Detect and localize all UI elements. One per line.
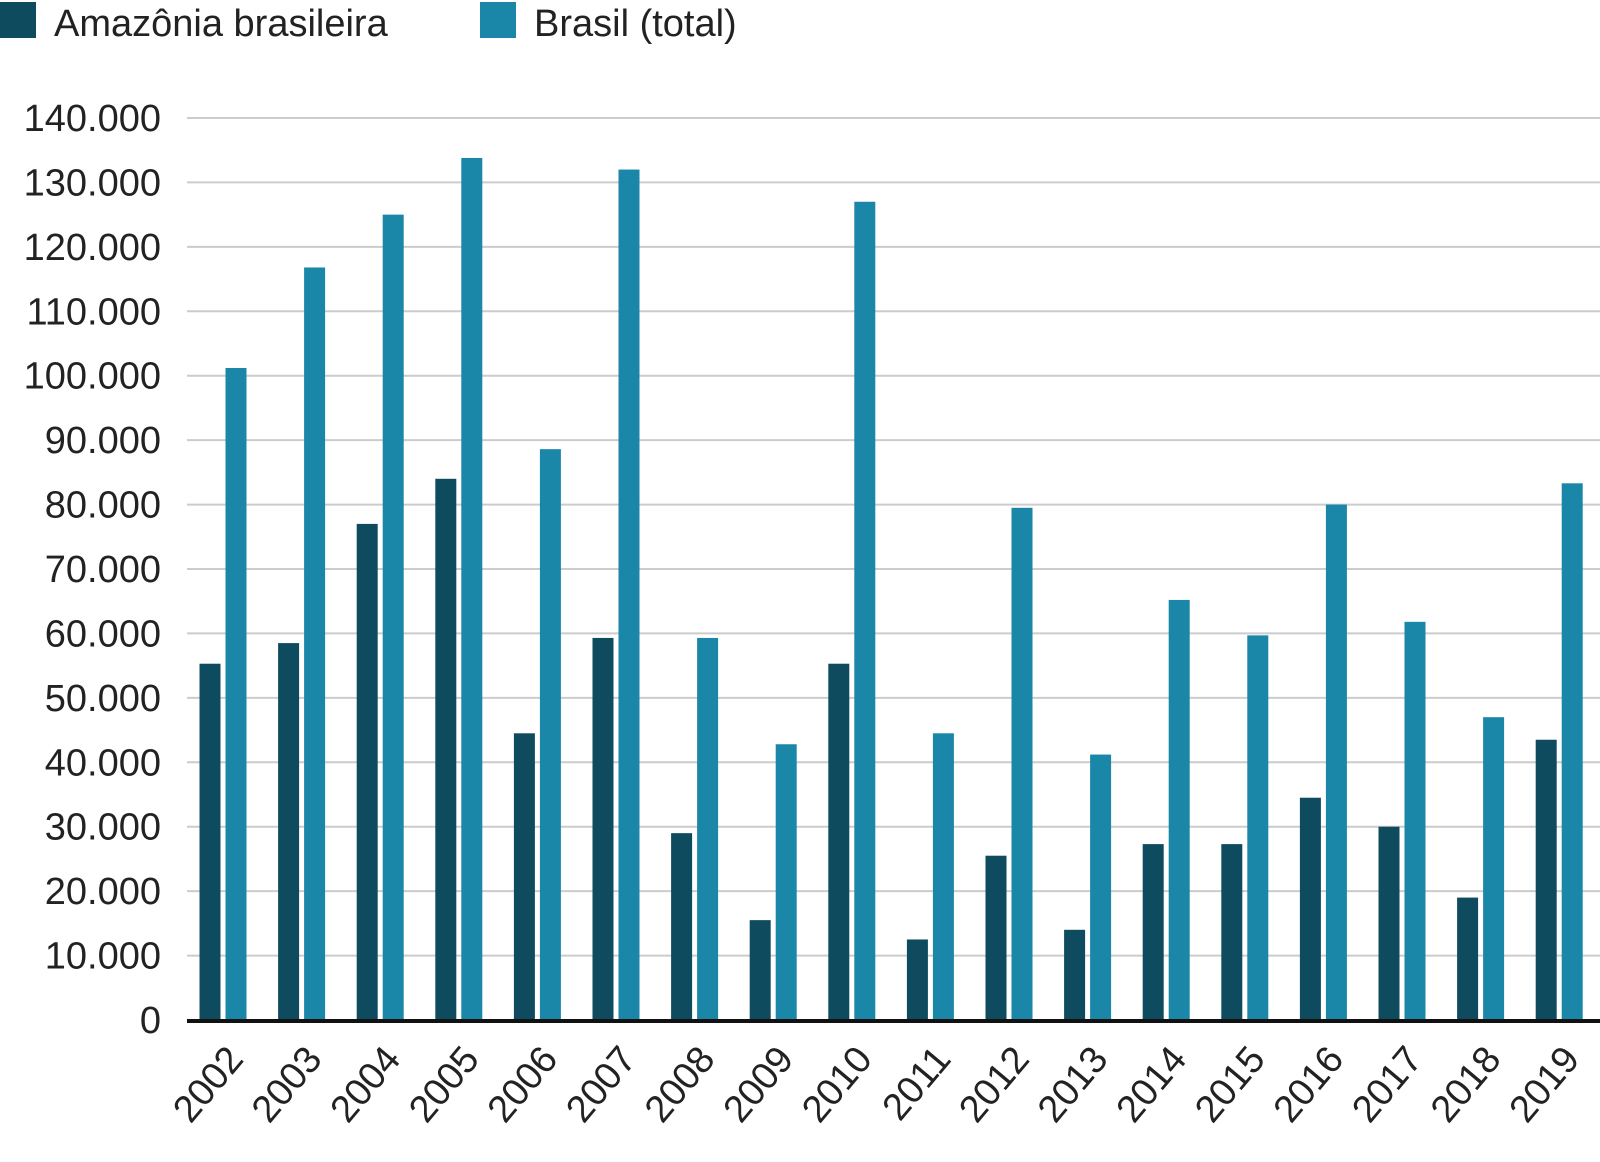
y-tick-label: 70.000: [45, 549, 161, 591]
bar-brasil-2010: [854, 201, 876, 1020]
y-tick-label: 40.000: [45, 742, 161, 784]
x-tick-label: 2008: [637, 1039, 724, 1131]
x-tick-label: 2016: [1266, 1039, 1353, 1131]
bar-amazonia-2009: [749, 920, 771, 1020]
y-tick-label: 90.000: [45, 420, 161, 462]
bar-amazonia-2015: [1221, 844, 1243, 1020]
bar-amazonia-2013: [1064, 929, 1086, 1020]
bar-brasil-2014: [1168, 599, 1190, 1020]
bar-brasil-2009: [775, 744, 797, 1020]
y-tick-label: 140.000: [24, 98, 161, 140]
bar-amazonia-2006: [513, 733, 535, 1020]
bar-amazonia-2004: [356, 523, 378, 1020]
bar-brasil-2005: [461, 157, 483, 1021]
x-tick-label: 2011: [875, 1039, 960, 1129]
x-tick-label: 2017: [1344, 1039, 1431, 1131]
bar-brasil-2006: [539, 449, 561, 1021]
bar-brasil-2019: [1561, 483, 1583, 1020]
bar-brasil-2015: [1247, 635, 1269, 1020]
bar-amazonia-2003: [278, 643, 300, 1020]
x-tick-label: 2010: [794, 1039, 881, 1131]
y-tick-label: 50.000: [45, 678, 161, 720]
legend-swatch-amazonia: [0, 2, 36, 38]
y-tick-label: 30.000: [45, 807, 161, 849]
y-tick-label: 120.000: [24, 227, 161, 269]
bar-brasil-2002: [225, 367, 247, 1020]
bar-amazonia-2010: [828, 663, 850, 1020]
x-tick-label: 2002: [165, 1039, 252, 1131]
bar-brasil-2012: [1011, 507, 1033, 1020]
x-tick-label: 2005: [401, 1039, 488, 1131]
x-tick-label: 2004: [323, 1039, 410, 1131]
y-tick-label: 110.000: [26, 291, 161, 333]
bar-amazonia-2019: [1535, 739, 1557, 1020]
x-tick-label: 2006: [480, 1039, 567, 1131]
bar-brasil-2013: [1090, 754, 1112, 1020]
bar-amazonia-2005: [435, 478, 457, 1020]
bar-amazonia-2017: [1378, 826, 1400, 1020]
x-axis-tick-labels: 2002200320042005200620072008200920102011…: [165, 1039, 1588, 1131]
bar-amazonia-2016: [1299, 797, 1321, 1020]
y-axis-tick-labels: 0 10.000 20.000 30.000 40.000 50.000 60.000 70.…: [24, 98, 161, 1042]
bar-brasil-2018: [1483, 717, 1505, 1020]
bar-brasil-2016: [1325, 504, 1347, 1021]
y-tick-label: 60.000: [45, 613, 161, 655]
bar-amazonia-2002: [199, 663, 221, 1020]
bar-brasil-2008: [697, 637, 719, 1020]
legend-label-brasil: Brasil (total): [534, 3, 737, 45]
bar-brasil-2011: [932, 733, 954, 1020]
bar-amazonia-2012: [985, 855, 1007, 1020]
legend-label-amazonia: Amazônia brasileira: [54, 3, 389, 45]
bar-brasil-2017: [1404, 621, 1426, 1020]
bar-amazonia-2011: [906, 939, 928, 1020]
x-tick-label: 2013: [1030, 1039, 1117, 1131]
x-tick-label: 2003: [244, 1039, 331, 1131]
bar-brasil-2003: [304, 267, 326, 1021]
bars: [199, 157, 1583, 1021]
y-tick-label: 20.000: [45, 871, 161, 913]
bar-brasil-2007: [618, 169, 640, 1021]
y-tick-label: 0: [140, 1000, 161, 1042]
y-tick-label: 80.000: [45, 485, 161, 527]
bar-amazonia-2007: [592, 637, 614, 1020]
bar-amazonia-2008: [671, 833, 693, 1020]
legend: Amazônia brasileira Brasil (total): [0, 2, 737, 45]
bar-amazonia-2018: [1457, 897, 1479, 1020]
x-tick-label: 2014: [1109, 1039, 1196, 1131]
y-tick-label: 10.000: [45, 936, 161, 978]
x-tick-label: 2015: [1187, 1039, 1274, 1131]
bar-brasil-2004: [382, 214, 404, 1021]
x-tick-label: 2018: [1423, 1039, 1510, 1131]
x-tick-label: 2009: [716, 1039, 803, 1131]
y-tick-label: 100.000: [24, 356, 161, 398]
y-tick-label: 130.000: [24, 162, 161, 204]
x-tick-label: 2007: [558, 1039, 645, 1131]
x-tick-label: 2012: [951, 1039, 1038, 1131]
x-tick-label: 2019: [1502, 1039, 1589, 1131]
legend-swatch-brasil: [480, 2, 516, 38]
bar-amazonia-2014: [1142, 844, 1164, 1020]
gridlines: [187, 117, 1600, 957]
